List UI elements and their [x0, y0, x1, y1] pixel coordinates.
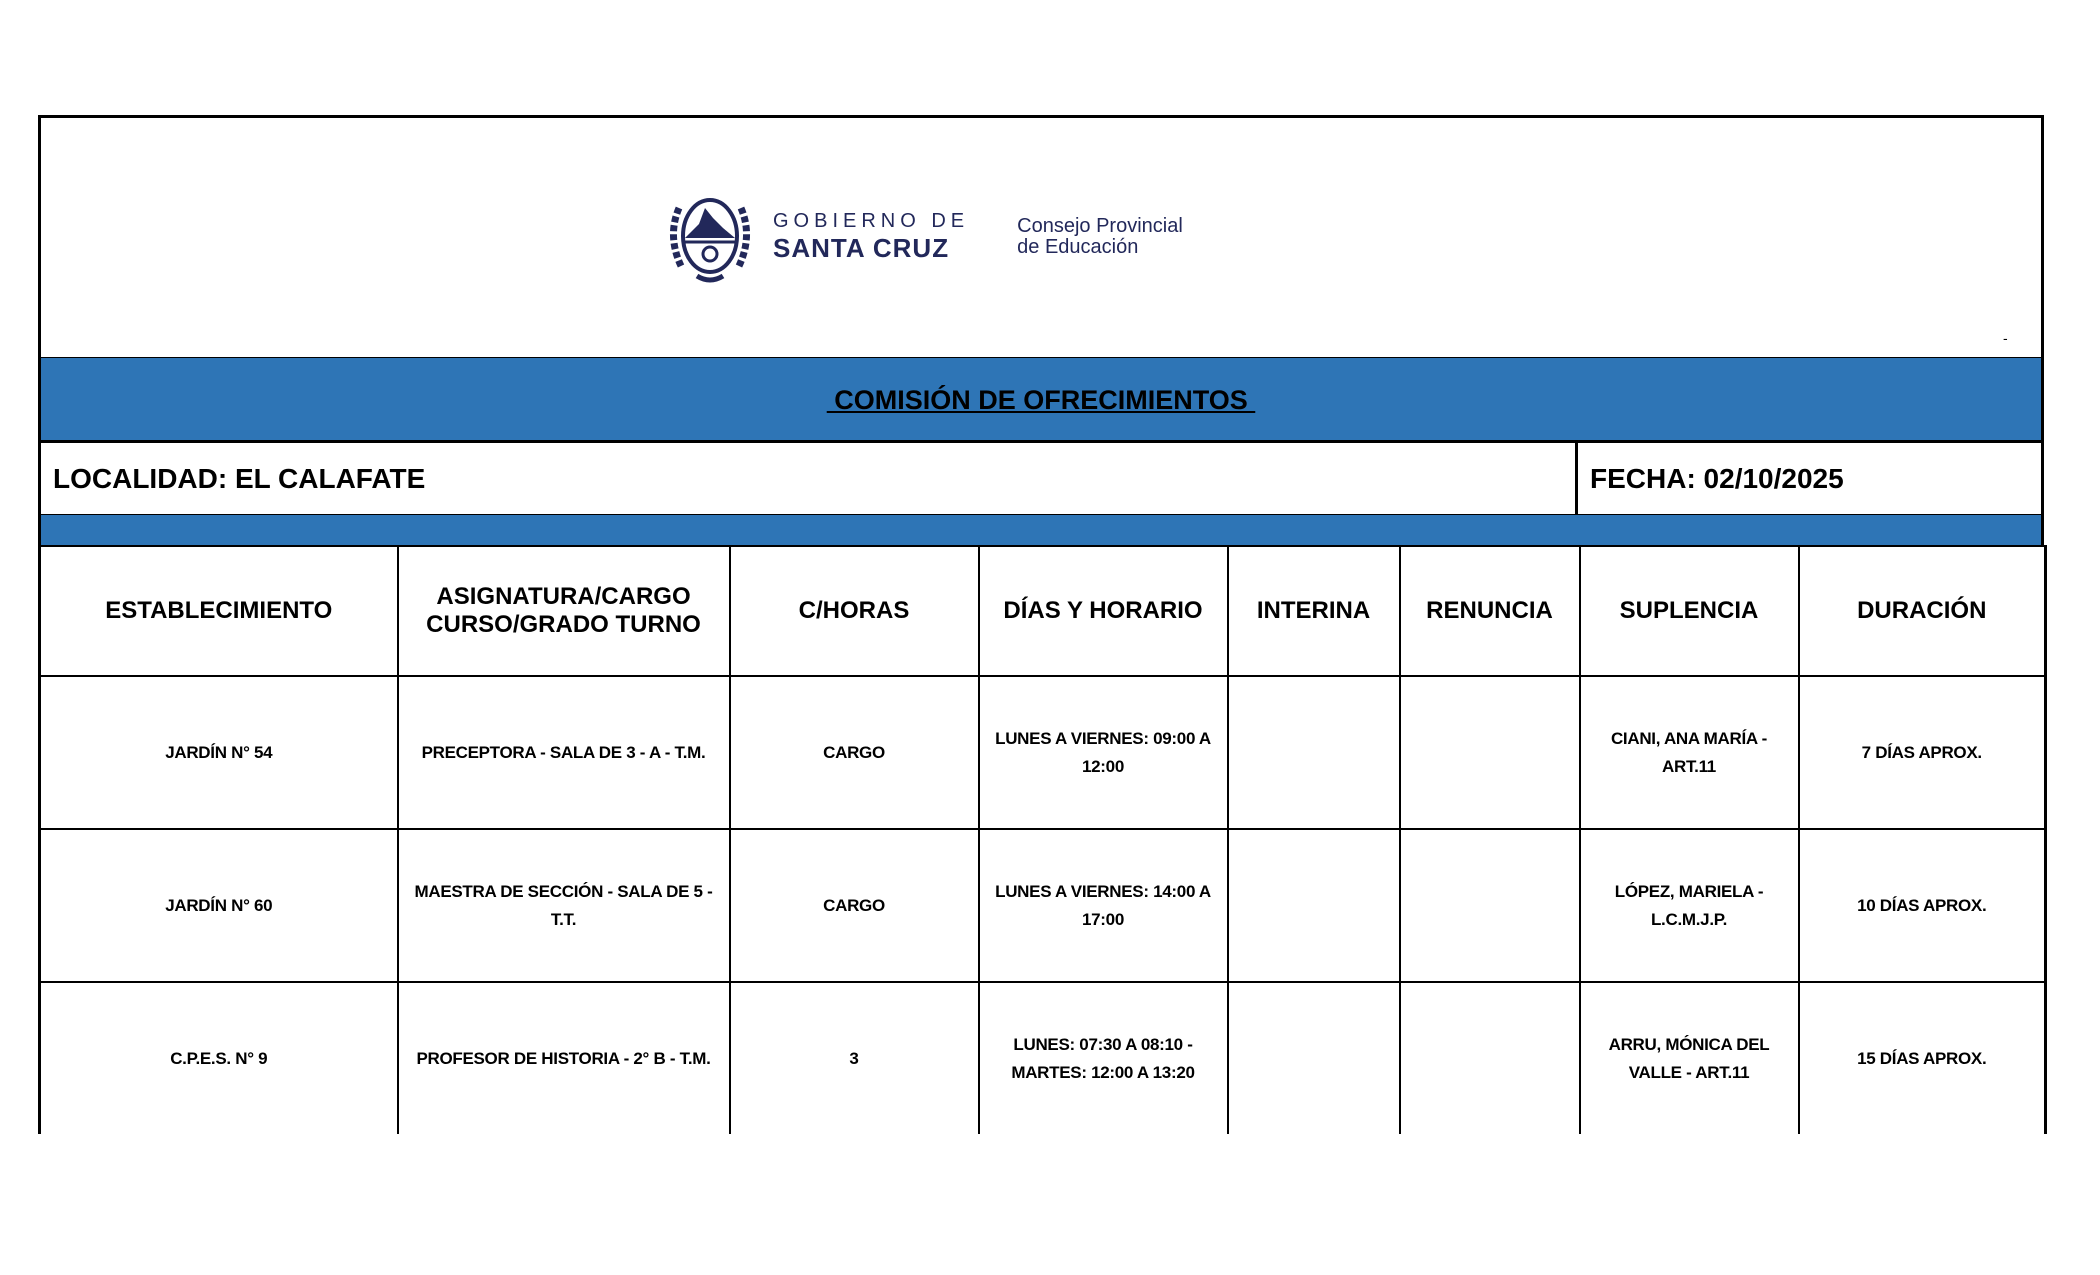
table-row: JARDÍN N° 54 PRECEPTORA - SALA DE 3 - A …: [38, 675, 2047, 830]
location-date-row: LOCALIDAD: EL CALAFATE FECHA: 02/10/2025: [38, 440, 2044, 517]
cell-horario: LUNES: 07:30 A 08:10 - MARTES: 12:00 A 1…: [977, 981, 1229, 1134]
cell-suplencia: ARRU, MÓNICA DEL VALLE - ART.11: [1578, 981, 1800, 1134]
cell-duracion: 10 DÍAS APROX.: [1797, 828, 2047, 983]
org-line2: de Educación: [1017, 236, 1139, 258]
column-header: DURACIÓN: [1797, 545, 2047, 677]
coat-of-arms-icon: [670, 198, 750, 283]
cell-horas: CARGO: [728, 828, 980, 983]
table-row: C.P.E.S. N° 9 PROFESOR DE HISTORIA - 2° …: [38, 981, 2047, 1134]
org-line1: Consejo Provincial: [1017, 215, 1183, 237]
cell-horas: CARGO: [728, 675, 980, 830]
cell-interina: [1226, 828, 1401, 983]
column-header: INTERINA: [1226, 545, 1401, 677]
cell-suplencia: LÓPEZ, MARIELA - L.C.M.J.P.: [1578, 828, 1800, 983]
government-logo: GOBIERNO DE SANTA CRUZ Consejo Provincia…: [665, 188, 1183, 286]
cell-suplencia: CIANI, ANA MARÍA - ART.11: [1578, 675, 1800, 830]
logo-line2: SANTA CRUZ: [773, 233, 950, 263]
cell-asignatura: MAESTRA DE SECCIÓN - SALA DE 5 - T.T.: [396, 828, 731, 983]
corner-mark: -: [2003, 330, 2008, 346]
column-header: ESTABLECIMIENTO: [38, 545, 399, 677]
cell-horas: 3: [728, 981, 980, 1134]
cell-interina: [1226, 981, 1401, 1134]
localidad-label: LOCALIDAD: EL CALAFATE: [41, 443, 1578, 514]
cell-duracion: 7 DÍAS APROX.: [1797, 675, 2047, 830]
column-header: ASIGNATURA/CARGO CURSO/GRADO TURNO: [396, 545, 731, 677]
cell-duracion: 15 DÍAS APROX.: [1797, 981, 2047, 1134]
table-header-row: ESTABLECIMIENTO ASIGNATURA/CARGO CURSO/G…: [38, 545, 2047, 677]
page-title: COMISIÓN DE OFRECIMIENTOS: [826, 384, 1256, 415]
table-row: JARDÍN N° 60 MAESTRA DE SECCIÓN - SALA D…: [38, 828, 2047, 983]
title-band: COMISIÓN DE OFRECIMIENTOS: [38, 358, 2044, 442]
cell-establecimiento: C.P.E.S. N° 9: [38, 981, 399, 1134]
cell-asignatura: PRECEPTORA - SALA DE 3 - A - T.M.: [396, 675, 731, 830]
cell-establecimiento: JARDÍN N° 54: [38, 675, 399, 830]
cell-renuncia: [1398, 675, 1581, 830]
cell-interina: [1226, 675, 1401, 830]
fecha-label: FECHA: 02/10/2025: [1590, 462, 1844, 494]
column-header: SUPLENCIA: [1578, 545, 1800, 677]
offers-table: ESTABLECIMIENTO ASIGNATURA/CARGO CURSO/G…: [38, 545, 2047, 1134]
column-header: DÍAS Y HORARIO: [977, 545, 1229, 677]
cell-renuncia: [1398, 828, 1581, 983]
cell-establecimiento: JARDÍN N° 60: [38, 828, 399, 983]
column-header: RENUNCIA: [1398, 545, 1581, 677]
logo-line1: GOBIERNO DE: [773, 210, 970, 232]
cell-asignatura: PROFESOR DE HISTORIA - 2° B - T.M.: [396, 981, 731, 1134]
separator-band: [38, 515, 2044, 546]
cell-horario: LUNES A VIERNES: 14:00 A 17:00: [977, 828, 1229, 983]
cell-renuncia: [1398, 981, 1581, 1134]
column-header: C/HORAS: [728, 545, 980, 677]
cell-horario: LUNES A VIERNES: 09:00 A 12:00: [977, 675, 1229, 830]
